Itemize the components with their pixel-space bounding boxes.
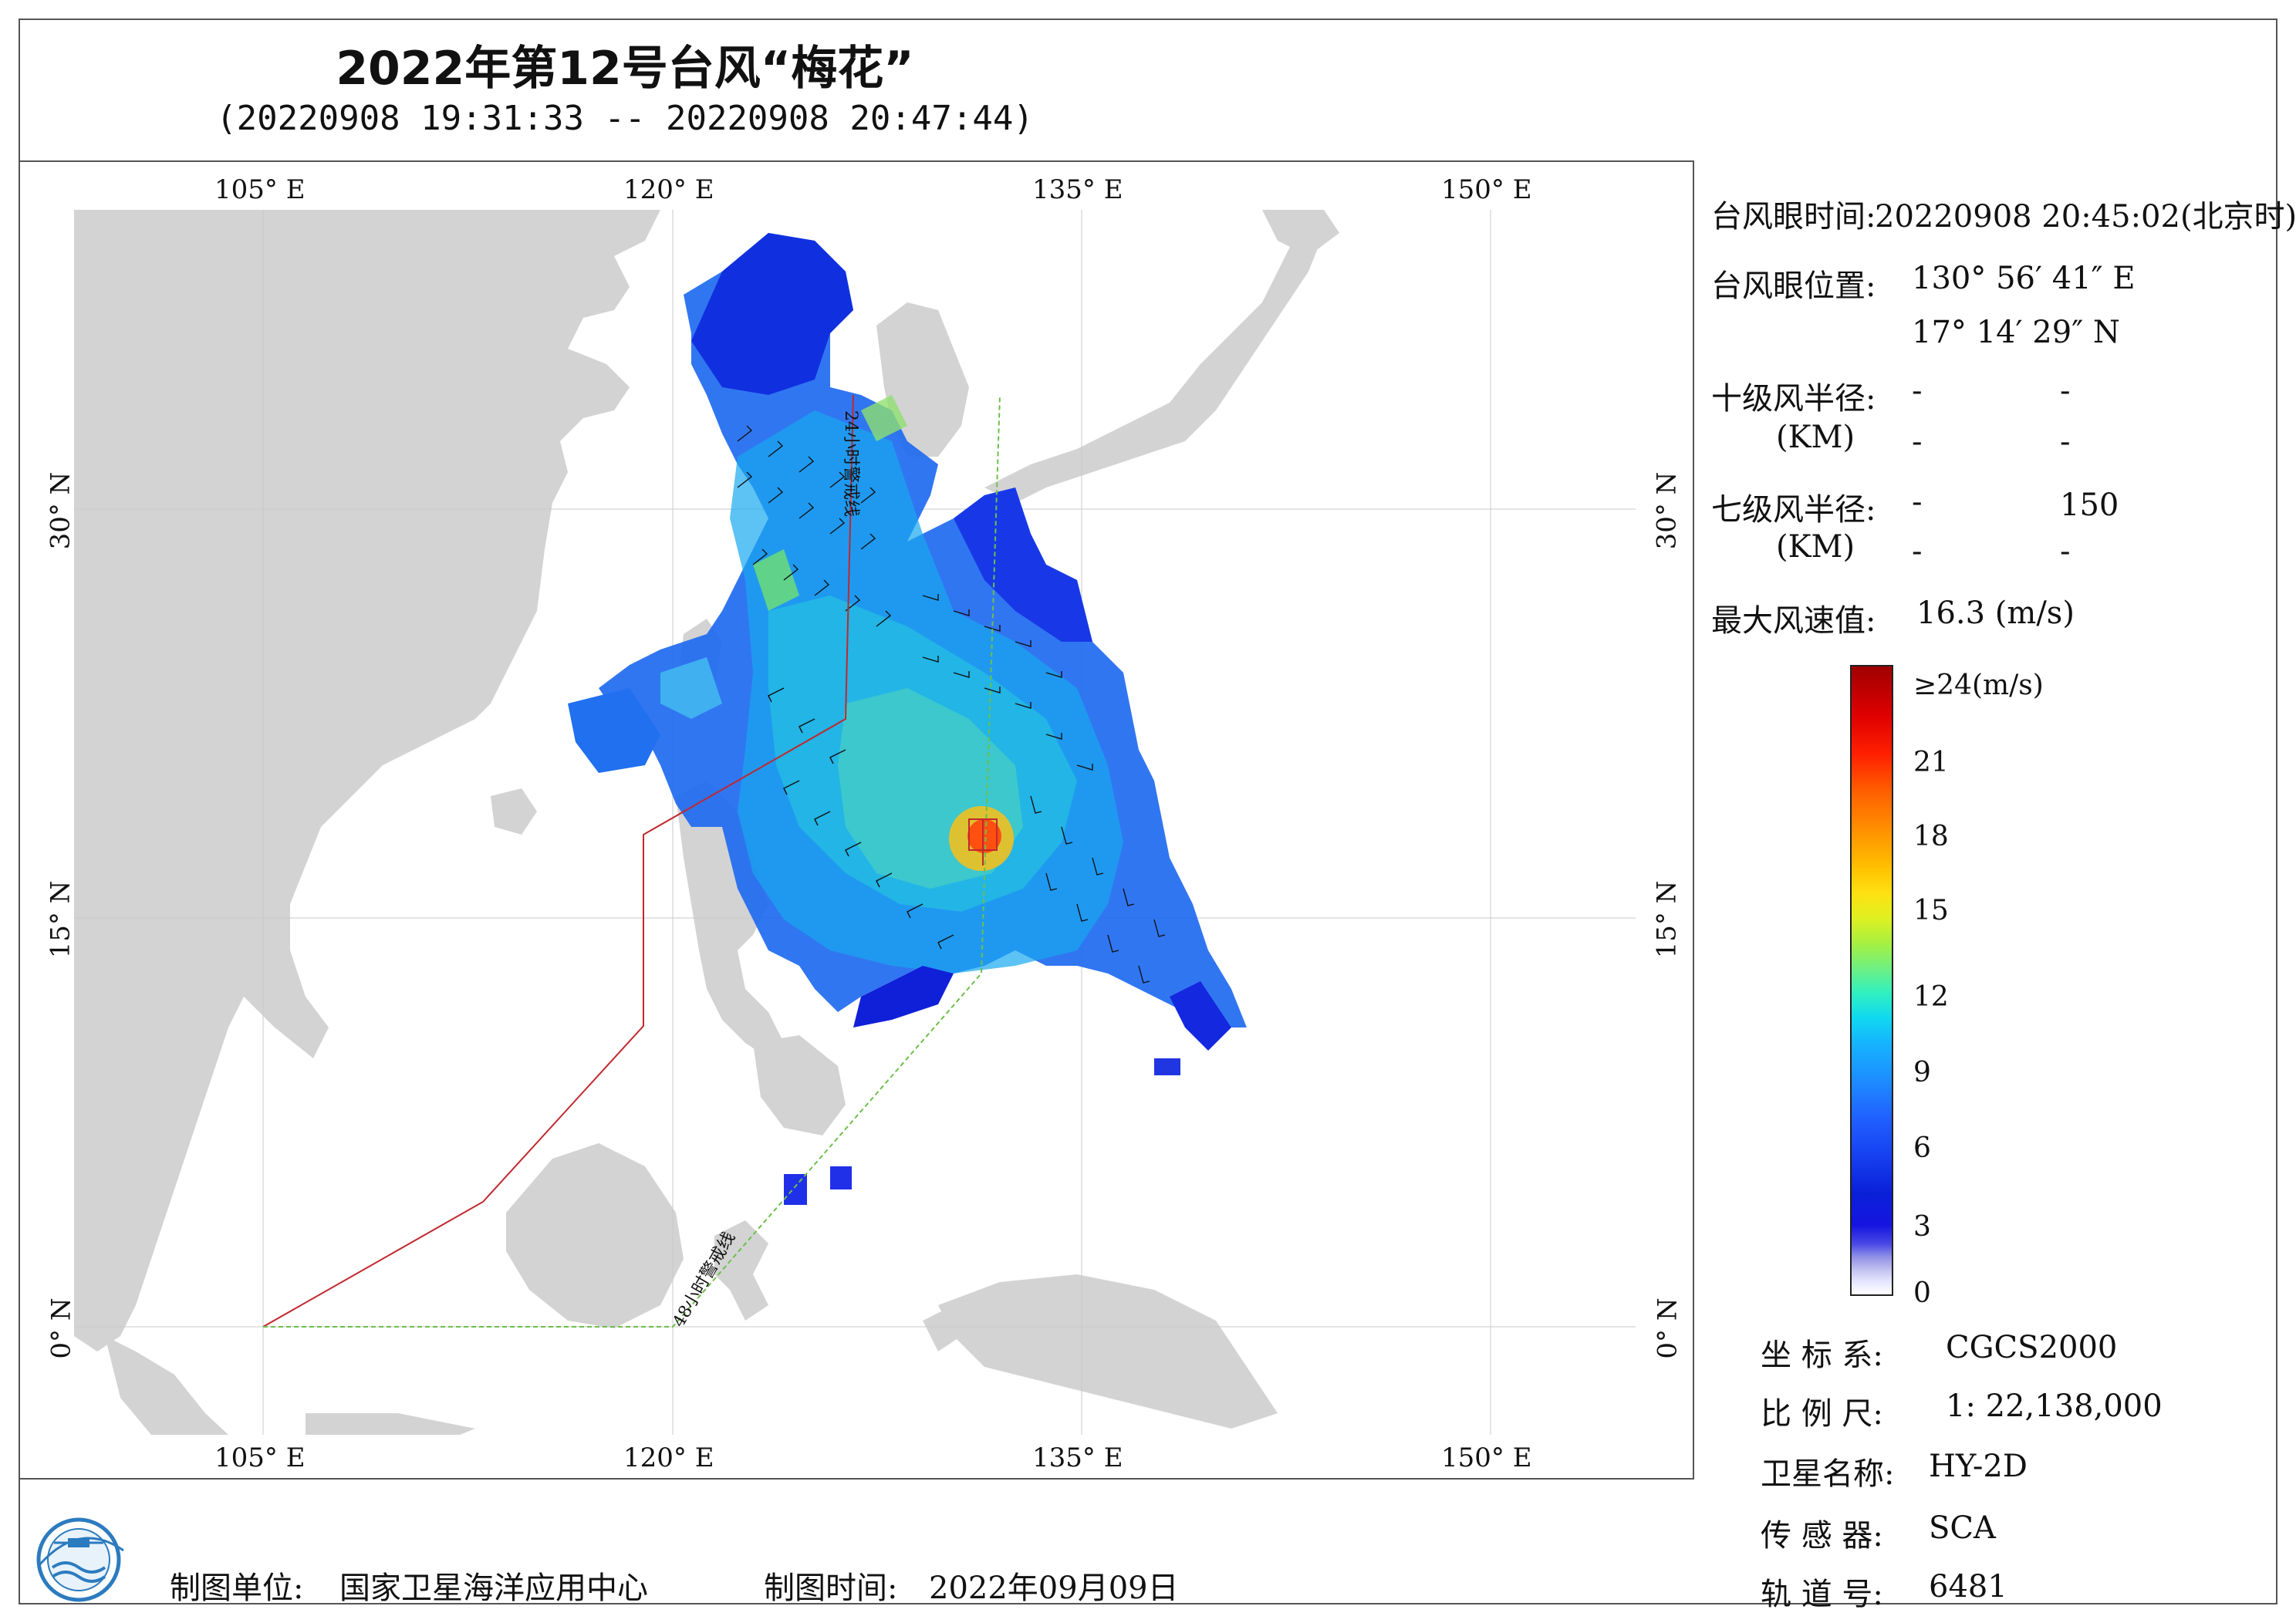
r7-unit: (KM) xyxy=(1776,529,1855,565)
r10-value: - xyxy=(1912,373,1923,409)
orbit-label: 轨 道 号: xyxy=(1761,1577,1883,1612)
typhoon-eye-marker xyxy=(968,818,998,865)
lon-label-top: 135° E xyxy=(1032,174,1123,205)
max-wind-value: 16.3 (m/s) xyxy=(1916,596,2075,631)
lat-label-right: 30° N xyxy=(1651,471,1683,550)
warning-lines xyxy=(262,394,1001,1328)
scale-value: 1: 22,138,000 xyxy=(1946,1388,2163,1424)
org-value: 国家卫星海洋应用中心 xyxy=(339,1571,648,1606)
r7-value: - xyxy=(1912,484,1923,520)
colorbar-tick: 18 xyxy=(1913,821,1949,852)
lat-label-left: 15° N xyxy=(45,880,76,959)
colorbar-tick: 9 xyxy=(1913,1057,1931,1088)
r7-value: - xyxy=(2060,534,2071,569)
wind-barbs xyxy=(737,425,1166,984)
satellite-label: 卫星名称: xyxy=(1761,1456,1895,1492)
lon-label-bottom: 150° E xyxy=(1441,1442,1532,1473)
warning-24h-label: 24小时警戒线 xyxy=(841,410,860,517)
lat-label-left: 30° N xyxy=(45,471,76,550)
colorbar-tick: ≥24(m/s) xyxy=(1913,670,2044,701)
colorbar-tick: 0 xyxy=(1913,1277,1931,1309)
r7-value: - xyxy=(1912,534,1923,569)
colorbar-tick: 3 xyxy=(1913,1211,1931,1243)
wind-speed-swath xyxy=(568,233,1247,1205)
scale-label: 比 例 尺: xyxy=(1761,1396,1883,1432)
lon-label-bottom: 105° E xyxy=(214,1442,306,1473)
agency-logo-icon xyxy=(36,1517,124,1602)
typhoon-wind-map: 24小时警戒线 48小时警戒线 xyxy=(74,210,1636,1435)
lat-label-left: 0° N xyxy=(46,1297,77,1359)
sensor-label: 传 感 器: xyxy=(1761,1518,1883,1554)
colorbar-tick: 6 xyxy=(1913,1132,1931,1164)
eye-position-label: 台风眼位置: xyxy=(1711,268,1876,304)
r10-value: - xyxy=(2060,424,2071,460)
satellite-value: HY-2D xyxy=(1929,1449,2028,1484)
r10-unit: (KM) xyxy=(1776,420,1855,455)
lon-label-bottom: 120° E xyxy=(623,1442,714,1473)
r10-value: - xyxy=(2060,373,2071,409)
r10-label: 十级风半径: xyxy=(1711,381,1876,417)
max-wind-label: 最大风速值: xyxy=(1711,603,1876,639)
lon-label-top: 105° E xyxy=(214,174,306,205)
colorbar-tick: 21 xyxy=(1913,747,1949,778)
lon-label-top: 150° E xyxy=(1441,174,1532,205)
colorbar-tick: 12 xyxy=(1913,981,1949,1013)
page-title: 2022年第12号台风“梅花” xyxy=(336,42,914,96)
lat-label-right: 15° N xyxy=(1651,880,1683,959)
colorbar-tick: 15 xyxy=(1913,895,1949,926)
org-label: 制图单位: xyxy=(170,1571,304,1606)
eye-longitude: 130° 56′ 41″ E xyxy=(1912,261,2136,296)
eye-time-label: 台风眼时间: xyxy=(1711,199,1876,235)
r7-value: 150 xyxy=(2060,488,2119,523)
eye-latitude: 17° 14′ 29″ N xyxy=(1912,315,2120,350)
r7-label: 七级风半径: xyxy=(1711,492,1876,528)
r10-value: - xyxy=(1912,424,1923,460)
date-label: 制图时间: xyxy=(764,1571,898,1606)
date-value: 2022年09月09日 xyxy=(929,1571,1179,1606)
lat-label-right: 0° N xyxy=(1652,1297,1683,1359)
crs-value: CGCS2000 xyxy=(1946,1330,2118,1365)
sensor-value: SCA xyxy=(1929,1510,1996,1546)
map-frame xyxy=(19,160,1694,1480)
orbit-value: 6481 xyxy=(1929,1569,2007,1604)
crs-label: 坐 标 系: xyxy=(1761,1338,1883,1373)
wind-speed-colorbar xyxy=(1850,665,1893,1296)
time-range: (20220908 19:31:33 -- 20220908 20:47:44) xyxy=(216,99,1034,138)
lon-label-bottom: 135° E xyxy=(1032,1442,1123,1473)
eye-time-value: 20220908 20:45:02(北京时) xyxy=(1875,199,2296,235)
lon-label-top: 120° E xyxy=(623,174,714,205)
